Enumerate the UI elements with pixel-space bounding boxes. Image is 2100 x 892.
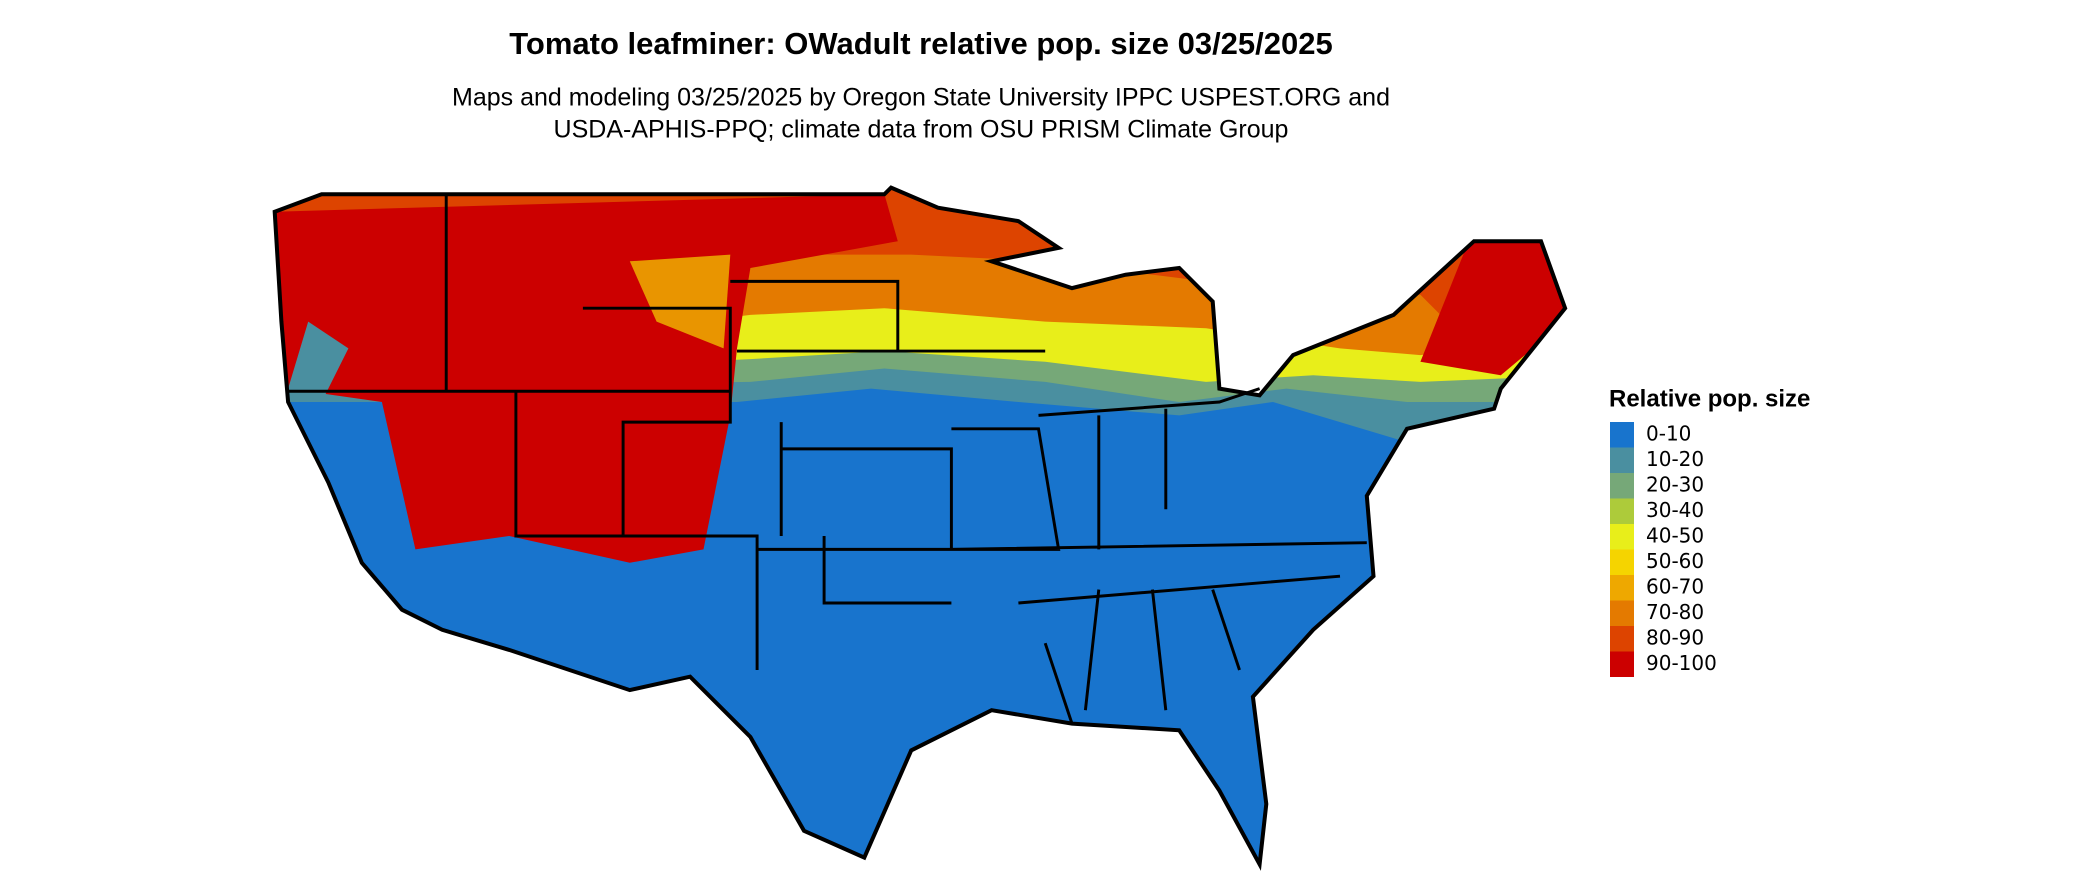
legend-swatch [1610,524,1634,550]
legend-swatch [1610,626,1634,652]
region [288,321,349,402]
state-lines [288,194,1367,725]
legend-swatch [1610,600,1634,626]
legend-swatch [1610,549,1634,575]
legend-swatch [1610,447,1634,473]
legend-swatch [1610,422,1634,448]
legend-label: 90-100 [1646,651,1717,675]
legend-label: 80-90 [1646,626,1704,650]
legend-swatch [1610,651,1634,677]
legend-label: 40-50 [1646,524,1704,548]
region [1420,227,1566,376]
region [274,194,898,563]
map [255,174,1595,892]
legend-label: 60-70 [1646,575,1704,599]
legend-label: 20-30 [1646,473,1704,497]
map-title: Tomato leafminer: OWadult relative pop. … [509,26,1332,61]
legend-swatch [1610,473,1634,499]
subtitle: USDA-APHIS-PPQ; climate data from OSU PR… [554,116,1289,144]
legend-swatch [1610,575,1634,601]
subtitle: Maps and modeling 03/25/2025 by Oregon S… [452,84,1390,112]
legend-swatch [1610,498,1634,524]
legend-label: 30-40 [1646,498,1704,522]
region [629,254,731,349]
legend-label: 0-10 [1646,422,1691,446]
legend-label: 10-20 [1646,447,1704,471]
legend: 0-1010-2020-3030-4040-5050-6060-7070-808… [1610,422,1717,677]
legend-label: 70-80 [1646,600,1704,624]
legend-label: 50-60 [1646,549,1704,573]
legend-title: Relative pop. size [1609,385,1810,412]
